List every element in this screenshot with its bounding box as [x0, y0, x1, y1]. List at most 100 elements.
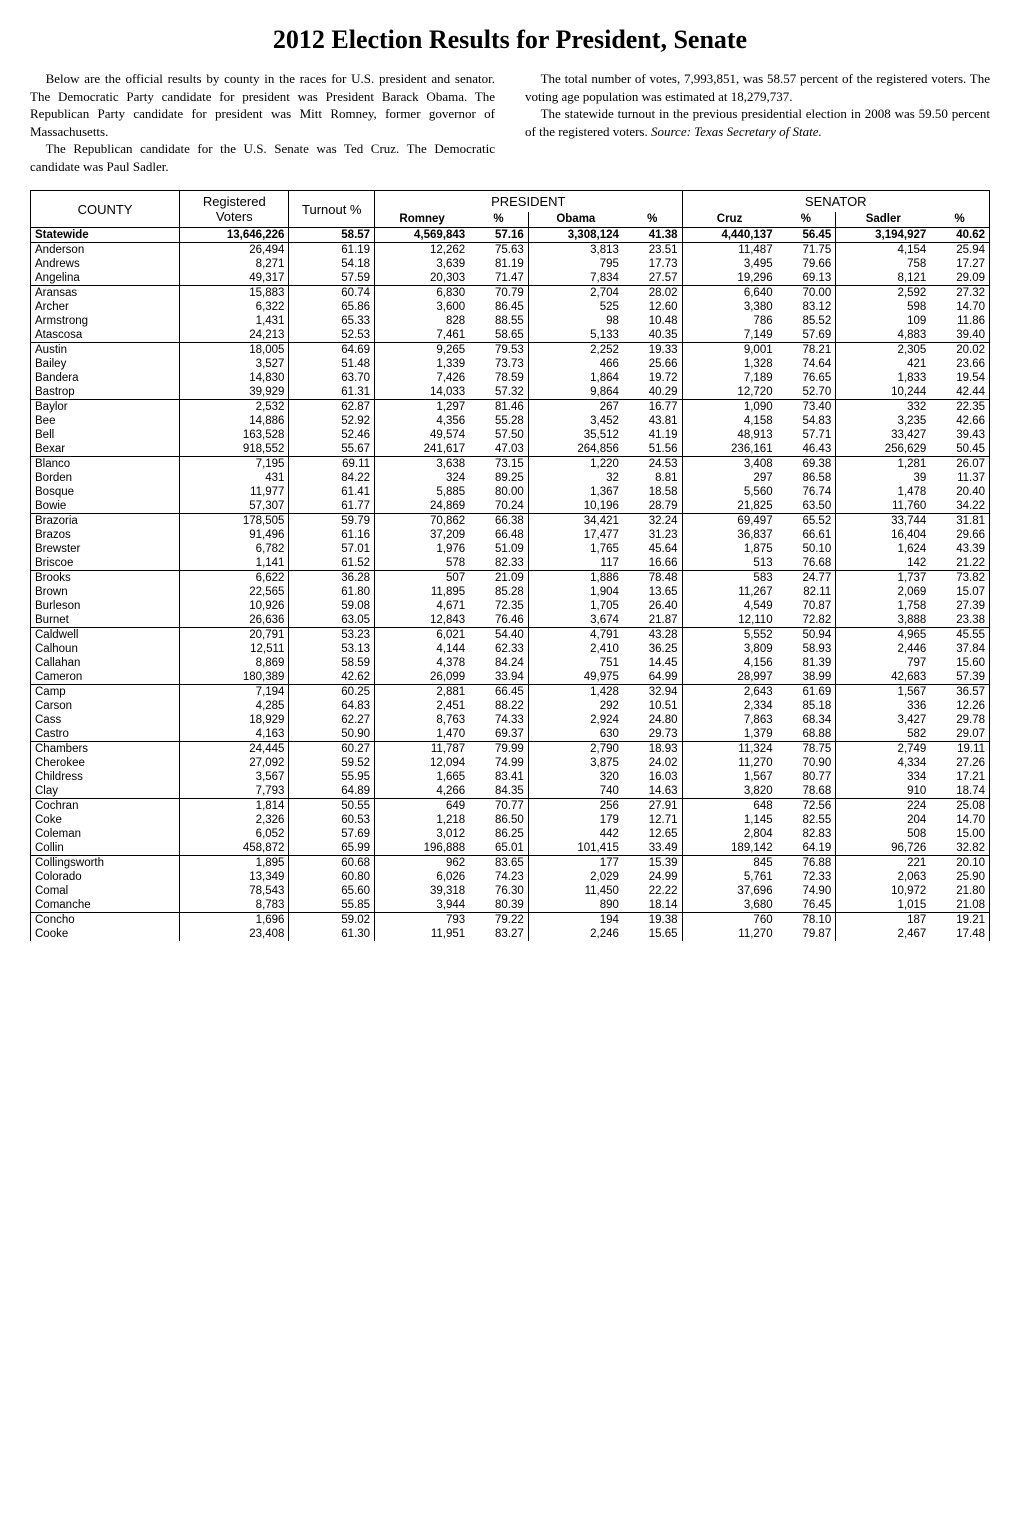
table-cell: 63.50: [777, 499, 836, 514]
table-cell: 21.09: [469, 571, 528, 586]
table-cell: 27.57: [623, 271, 682, 286]
table-cell: 1,379: [682, 727, 777, 742]
table-cell: 34,421: [528, 514, 623, 529]
table-cell: 49,975: [528, 670, 623, 685]
table-cell: 15.07: [930, 585, 989, 599]
table-cell: 18,005: [180, 343, 289, 358]
table-cell: 50.10: [777, 542, 836, 556]
table-cell: 8,783: [180, 898, 289, 913]
table-cell: 42.66: [930, 414, 989, 428]
table-cell: 89.25: [469, 471, 528, 485]
table-cell: 65.01: [469, 841, 528, 856]
table-cell: 46.43: [777, 442, 836, 457]
table-cell: 69,497: [682, 514, 777, 529]
table-row: Statewide13,646,22658.574,569,84357.163,…: [31, 228, 990, 243]
table-cell: 17.48: [930, 927, 989, 941]
table-cell: Comal: [31, 884, 180, 898]
table-row: Borden43184.2232489.25328.8129786.583911…: [31, 471, 990, 485]
table-cell: 17.21: [930, 770, 989, 784]
table-cell: Brazoria: [31, 514, 180, 529]
table-cell: 52.70: [777, 385, 836, 400]
table-cell: 2,063: [836, 870, 931, 884]
table-cell: 66.38: [469, 514, 528, 529]
table-cell: 41.19: [623, 428, 682, 442]
table-cell: 24.77: [777, 571, 836, 586]
table-cell: 63.05: [289, 613, 375, 628]
table-cell: Burleson: [31, 599, 180, 613]
table-cell: 39.43: [930, 428, 989, 442]
intro-columns: Below are the official results by county…: [30, 70, 990, 175]
table-cell: 1,281: [836, 457, 931, 472]
table-cell: Andrews: [31, 257, 180, 271]
table-cell: Cameron: [31, 670, 180, 685]
table-cell: 74.23: [469, 870, 528, 884]
table-cell: 3,235: [836, 414, 931, 428]
table-cell: 22.22: [623, 884, 682, 898]
table-cell: 5,133: [528, 328, 623, 343]
table-cell: 52.53: [289, 328, 375, 343]
table-cell: 70.24: [469, 499, 528, 514]
table-cell: 82.83: [777, 827, 836, 841]
table-cell: 59.52: [289, 756, 375, 770]
table-cell: 76.68: [777, 556, 836, 571]
table-row: Atascosa24,21352.537,46158.655,13340.357…: [31, 328, 990, 343]
table-row: Comal78,54365.6039,31876.3011,45022.2237…: [31, 884, 990, 898]
table-cell: Caldwell: [31, 628, 180, 643]
table-cell: 1,567: [836, 685, 931, 700]
table-cell: 64.19: [777, 841, 836, 856]
table-cell: 61.30: [289, 927, 375, 941]
table-cell: 4,285: [180, 699, 289, 713]
table-cell: 57.32: [469, 385, 528, 400]
table-cell: 84.35: [469, 784, 528, 799]
table-cell: Statewide: [31, 228, 180, 243]
table-cell: 962: [375, 856, 470, 871]
table-cell: 75.63: [469, 243, 528, 258]
table-cell: 1,428: [528, 685, 623, 700]
table-cell: 96,726: [836, 841, 931, 856]
table-cell: 64.83: [289, 699, 375, 713]
table-cell: 6,622: [180, 571, 289, 586]
table-cell: 73.15: [469, 457, 528, 472]
table-cell: Collingsworth: [31, 856, 180, 871]
table-cell: 12.71: [623, 813, 682, 827]
table-cell: 15.00: [930, 827, 989, 841]
table-cell: 2,246: [528, 927, 623, 941]
table-cell: 4,334: [836, 756, 931, 770]
table-cell: 26,099: [375, 670, 470, 685]
table-cell: 3,308,124: [528, 228, 623, 243]
table-cell: Callahan: [31, 656, 180, 670]
table-cell: 12,720: [682, 385, 777, 400]
page-title: 2012 Election Results for President, Sen…: [30, 25, 990, 55]
table-cell: 49,317: [180, 271, 289, 286]
table-cell: Bosque: [31, 485, 180, 499]
table-cell: 78,543: [180, 884, 289, 898]
table-cell: 24.53: [623, 457, 682, 472]
table-cell: 5,560: [682, 485, 777, 499]
table-cell: 72.33: [777, 870, 836, 884]
table-cell: 3,888: [836, 613, 931, 628]
table-cell: 80.77: [777, 770, 836, 784]
table-row: Bee14,88652.924,35655.283,45243.814,1585…: [31, 414, 990, 428]
table-cell: 15,883: [180, 286, 289, 301]
table-cell: 11,787: [375, 742, 470, 757]
table-cell: 6,782: [180, 542, 289, 556]
table-cell: 12,262: [375, 243, 470, 258]
table-row: Chambers24,44560.2711,78779.992,79018.93…: [31, 742, 990, 757]
table-cell: 73.73: [469, 357, 528, 371]
table-cell: 76.65: [777, 371, 836, 385]
table-cell: 60.53: [289, 813, 375, 827]
table-cell: 18.93: [623, 742, 682, 757]
table-cell: 14,033: [375, 385, 470, 400]
table-row: Colorado13,34960.806,02674.232,02924.995…: [31, 870, 990, 884]
table-row: Archer6,32265.863,60086.4552512.603,3808…: [31, 300, 990, 314]
table-cell: 55.28: [469, 414, 528, 428]
table-cell: 2,924: [528, 713, 623, 727]
table-cell: 21.08: [930, 898, 989, 913]
table-cell: 60.74: [289, 286, 375, 301]
table-row: Cochran1,81450.5564970.7725627.9164872.5…: [31, 799, 990, 814]
table-cell: 6,830: [375, 286, 470, 301]
table-cell: 41.38: [623, 228, 682, 243]
table-cell: 4,158: [682, 414, 777, 428]
table-cell: 466: [528, 357, 623, 371]
table-cell: 10.48: [623, 314, 682, 328]
